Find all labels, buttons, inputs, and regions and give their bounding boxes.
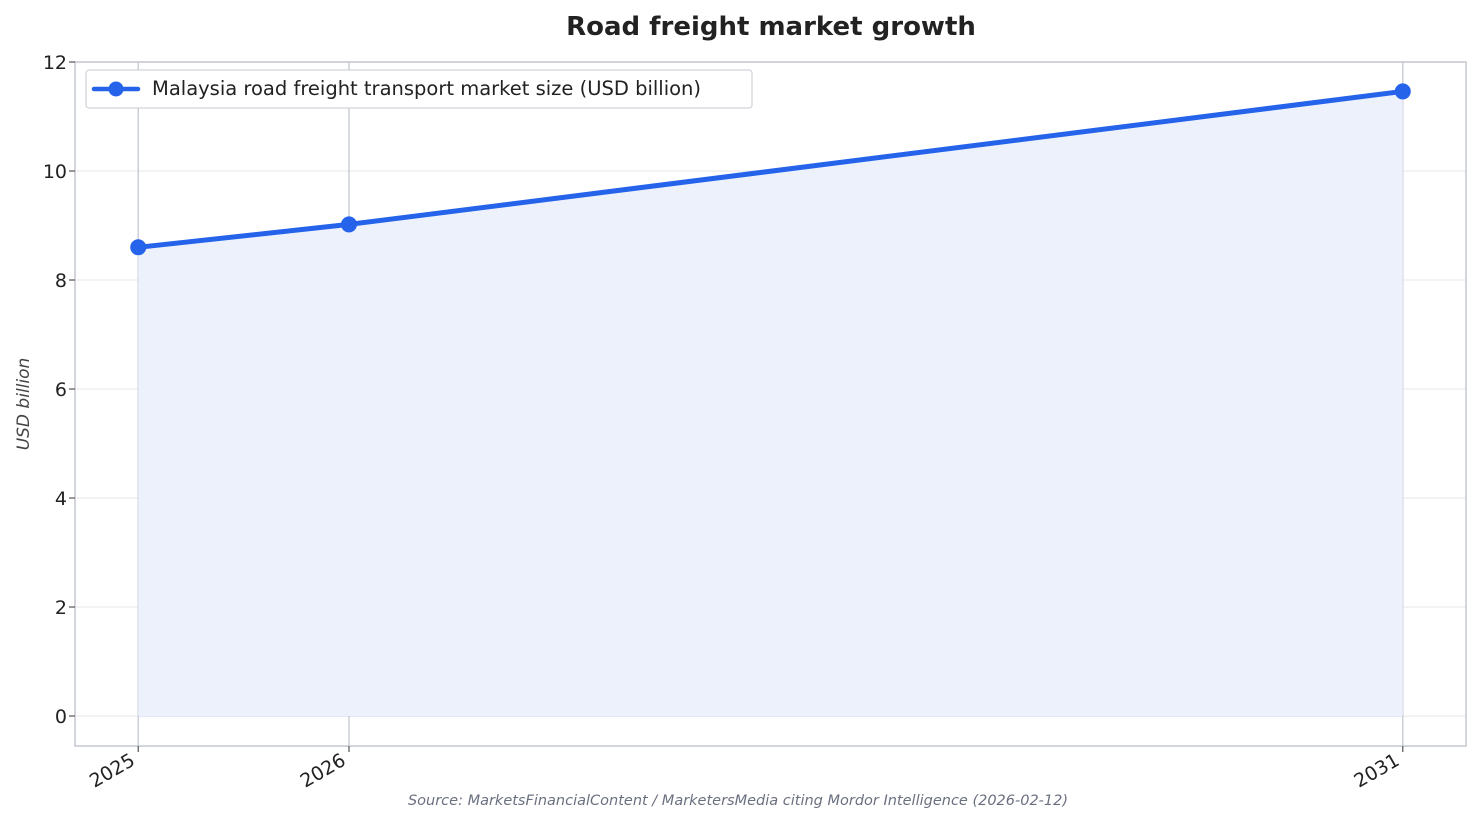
data-point <box>340 216 357 233</box>
y-tick-label: 0 <box>55 706 67 728</box>
source-note: Source: MarketsFinancialContent / Market… <box>408 793 1068 809</box>
y-tick-label: 12 <box>43 52 67 74</box>
y-tick-label: 6 <box>55 379 67 401</box>
y-tick-label: 4 <box>55 488 67 510</box>
x-axis-ticks: 2025 2026 2031 <box>86 746 1404 793</box>
legend-box <box>85 69 753 109</box>
x-tick-label: 2026 <box>297 749 350 792</box>
data-point <box>130 239 147 256</box>
legend-label: Malaysia road freight transport market s… <box>152 77 701 100</box>
y-tick-label: 8 <box>55 270 67 292</box>
y-axis-ticks: 0 2 4 6 8 10 12 <box>43 52 75 728</box>
legend: Malaysia road freight transport market s… <box>85 69 753 109</box>
data-point <box>1394 83 1411 100</box>
y-axis-label: USD billion <box>14 358 34 451</box>
legend-marker-swatch <box>108 81 124 97</box>
area-fill <box>138 91 1403 717</box>
x-tick-label: 2031 <box>1350 749 1403 792</box>
plot-frame <box>74 61 1467 747</box>
x-tick-label: 2025 <box>86 749 139 792</box>
y-tick-label: 2 <box>55 597 67 619</box>
y-tick-label: 10 <box>43 161 67 183</box>
data-points <box>130 83 1411 256</box>
chart-title: Road freight market growth <box>566 12 976 42</box>
